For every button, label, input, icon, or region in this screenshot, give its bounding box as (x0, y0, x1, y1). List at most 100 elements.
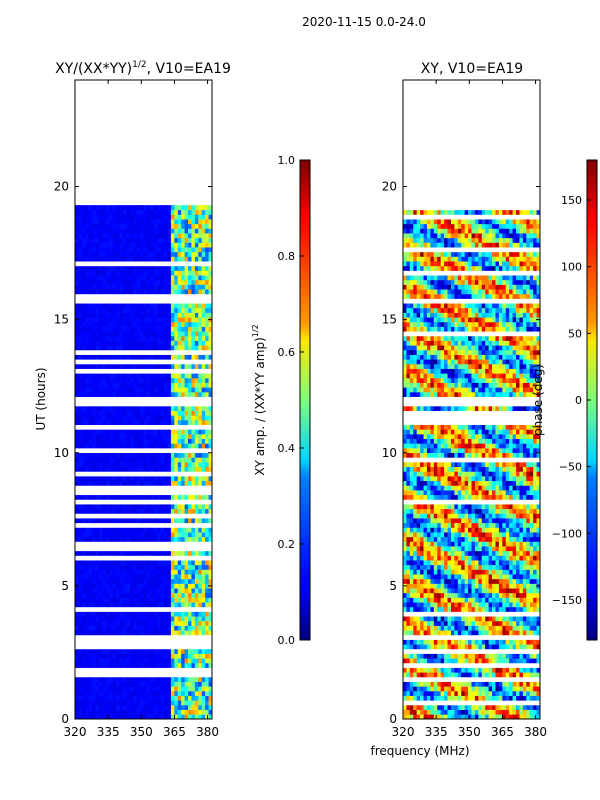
right-heatmap-cell (437, 681, 442, 687)
left-heatmap-cell (122, 564, 127, 570)
left-heatmap-cell (191, 312, 196, 318)
left-heatmap-cell (126, 270, 131, 276)
left-heatmap-cell (98, 256, 103, 262)
right-heatmap-cell (505, 625, 510, 631)
left-heatmap-cell (194, 466, 199, 472)
left-heatmap-cell (160, 214, 165, 220)
left-heatmap-cell (119, 233, 124, 239)
left-heatmap-cell (92, 704, 96, 710)
right-heatmap-cell (437, 522, 442, 528)
left-heatmap-cell (170, 387, 175, 393)
right-heatmap-cell (536, 574, 540, 580)
left-heatmap-cell (119, 247, 124, 253)
left-heatmap-cell (129, 303, 134, 309)
right-heatmap-cell (450, 704, 455, 710)
left-heatmap-cell (92, 592, 96, 598)
right-heatmap-cell (426, 672, 431, 678)
left-heatmap-cell (177, 574, 182, 580)
right-heatmap-cell (457, 522, 462, 528)
left-heatmap-cell (191, 289, 196, 295)
right-heatmap-cell (505, 522, 510, 528)
left-heatmap-cell (85, 480, 90, 486)
left-heatmap-cell (205, 508, 209, 514)
right-heatmap-cell (454, 695, 459, 701)
right-heatmap-cell (478, 555, 483, 561)
right-heatmap-cell (522, 658, 527, 664)
left-heatmap-cell (129, 462, 134, 468)
left-heatmap-cell (170, 476, 175, 482)
left-heatmap-cell (205, 247, 209, 253)
left-heatmap-cell (198, 438, 203, 444)
left-heatmap-cell (109, 704, 114, 710)
left-heatmap-cell (98, 415, 103, 421)
left-heatmap-cell (205, 382, 209, 388)
right-data-gap-row (403, 676, 540, 682)
left-heatmap-cell (140, 695, 144, 701)
left-heatmap-cell (150, 391, 155, 397)
left-heatmap-cell (102, 429, 107, 435)
left-heatmap-cell (150, 438, 155, 444)
right-heatmap-cell (430, 704, 435, 710)
left-heatmap-cell (129, 648, 134, 654)
right-heatmap-cell (430, 592, 435, 598)
left-heatmap-cell (140, 331, 144, 337)
left-heatmap-cell (198, 504, 203, 510)
right-heatmap-cell (526, 639, 531, 645)
left-heatmap-cell (208, 588, 212, 594)
left-heatmap-cell (153, 550, 158, 556)
left-heatmap-cell (140, 574, 144, 580)
left-heatmap-cell (194, 676, 199, 682)
right-heatmap-cell (447, 574, 452, 580)
right-heatmap-cell (485, 602, 490, 608)
left-heatmap-cell (105, 676, 110, 682)
left-heatmap-cell (181, 354, 185, 360)
right-heatmap-cell (516, 681, 520, 687)
left-heatmap-cell (85, 256, 90, 262)
left-heatmap-cell (119, 387, 124, 393)
right-heatmap-cell (457, 527, 462, 533)
left-heatmap-cell (181, 504, 185, 510)
left-heatmap-cell (167, 462, 172, 468)
left-heatmap-cell (205, 265, 209, 271)
left-heatmap-cell (170, 527, 175, 533)
left-heatmap-cell (194, 536, 199, 542)
left-heatmap-cell (88, 242, 93, 248)
left-heatmap-cell (150, 247, 155, 253)
left-heatmap-cell (126, 518, 131, 524)
left-heatmap-cell (95, 326, 100, 332)
right-heatmap-cell (423, 681, 428, 687)
right-heatmap-cell (474, 620, 479, 626)
left-heatmap-cell (102, 363, 107, 369)
right-heatmap-cell (505, 704, 510, 710)
right-heatmap-cell (450, 616, 455, 622)
left-heatmap-cell (109, 415, 114, 421)
right-heatmap-cell (406, 541, 411, 547)
left-heatmap-cell (133, 550, 138, 556)
left-heatmap-cell (75, 536, 79, 542)
left-heatmap-cell (188, 247, 192, 253)
left-heatmap-cell (146, 714, 151, 719)
left-heatmap-cell (112, 648, 117, 654)
right-heatmap-cell (461, 686, 466, 692)
left-heatmap-cell (129, 256, 134, 262)
right-heatmap-cell (403, 704, 407, 710)
left-heatmap-cell (150, 704, 155, 710)
right-heatmap-cell (406, 560, 411, 566)
figure-title: 2020-11-15 0.0-24.0 (302, 15, 426, 29)
left-heatmap-cell (140, 265, 144, 271)
left-heatmap-cell (112, 569, 117, 575)
left-heatmap-cell (92, 265, 96, 271)
right-heatmap-cell (488, 709, 493, 715)
right-heatmap-cell (485, 709, 490, 715)
left-heatmap-cell (188, 317, 192, 323)
right-heatmap-cell (529, 555, 534, 561)
left-heatmap-cell (88, 532, 93, 538)
left-heatmap-cell (140, 630, 144, 636)
left-heatmap-cell (112, 536, 117, 542)
right-heatmap-cell (516, 564, 520, 570)
right-heatmap-cell (516, 569, 520, 575)
left-heatmap-cell (198, 284, 203, 290)
right-heatmap-cell (498, 695, 503, 701)
right-heatmap-cell (485, 686, 490, 692)
left-heatmap-cell (164, 284, 168, 290)
